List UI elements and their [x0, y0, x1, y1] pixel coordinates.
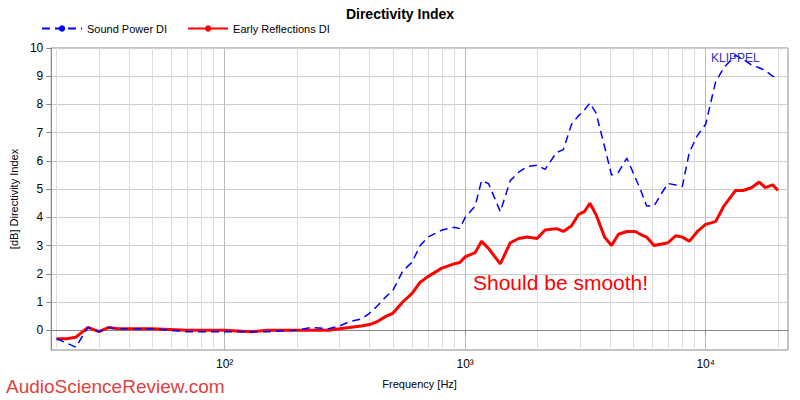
svg-text:0: 0: [37, 323, 44, 337]
svg-text:AudioScienceReview.com: AudioScienceReview.com: [6, 376, 225, 397]
svg-text:Directivity Index: Directivity Index: [346, 6, 454, 22]
svg-text:KLIPPEL: KLIPPEL: [711, 51, 760, 65]
svg-text:7: 7: [37, 126, 44, 140]
svg-text:9: 9: [37, 69, 44, 83]
svg-text:10³: 10³: [457, 357, 474, 371]
svg-text:6: 6: [37, 154, 44, 168]
svg-text:10²: 10²: [216, 357, 233, 371]
svg-text:Frequency [Hz]: Frequency [Hz]: [382, 378, 457, 390]
svg-text:Early Reflections DI: Early Reflections DI: [233, 23, 330, 35]
svg-text:4: 4: [37, 210, 44, 224]
svg-text:[dB] Directivity Index: [dB] Directivity Index: [8, 148, 20, 249]
svg-text:10: 10: [30, 41, 44, 55]
svg-text:Should be smooth!: Should be smooth!: [473, 271, 648, 294]
svg-text:8: 8: [37, 97, 44, 111]
svg-text:5: 5: [37, 182, 44, 196]
svg-text:10⁴: 10⁴: [696, 357, 715, 371]
svg-text:2: 2: [37, 267, 44, 281]
svg-text:Sound Power DI: Sound Power DI: [87, 23, 167, 35]
svg-text:3: 3: [37, 239, 44, 253]
svg-text:1: 1: [37, 295, 44, 309]
